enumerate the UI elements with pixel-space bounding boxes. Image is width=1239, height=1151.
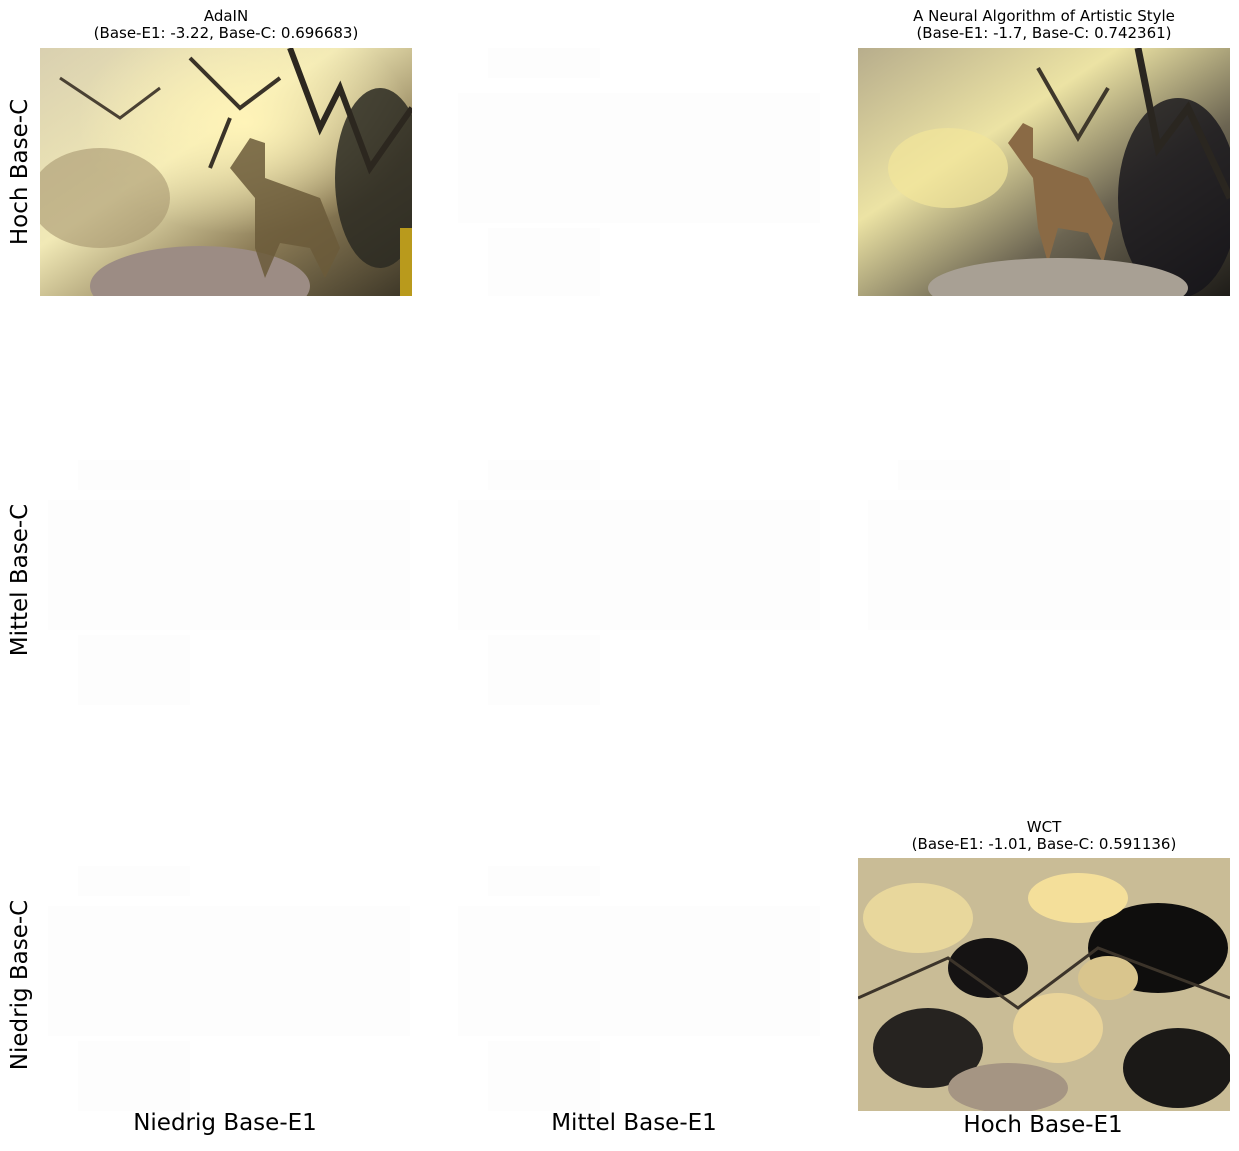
col-label-niedrig-base-e1: Niedrig Base-E1 — [133, 1110, 317, 1136]
row-label-hoch-base-c: Hoch Base-C — [7, 98, 33, 246]
stylized-image-wct — [858, 858, 1230, 1111]
panel-title-adain: AdaIN (Base-E1: -3.22, Base-C: 0.696683) — [94, 8, 359, 42]
stylized-image-adain — [40, 48, 412, 296]
blank-panel-niedrig-c-niedrig-e1 — [48, 866, 410, 1111]
blank-panel-graphic — [48, 866, 410, 1111]
blank-panel-niedrig-c-mittel-e1 — [458, 866, 820, 1111]
panel-title-neural-algorithm: A Neural Algorithm of Artistic Style (Ba… — [913, 8, 1175, 42]
panel-title-adain-name: AdaIN — [203, 7, 249, 25]
panel-title-adain-scores: (Base-E1: -3.22, Base-C: 0.696683) — [93, 24, 359, 42]
panel-title-wct-scores: (Base-E1: -1.01, Base-C: 0.591136) — [911, 835, 1177, 853]
panel-title-neural-algorithm-scores: (Base-E1: -1.7, Base-C: 0.742361) — [916, 24, 1172, 42]
blank-panel-hoch-c-mittel-e1 — [458, 48, 820, 296]
panel-title-wct: WCT (Base-E1: -1.01, Base-C: 0.591136) — [912, 819, 1177, 853]
panel-title-neural-algorithm-name: A Neural Algorithm of Artistic Style — [913, 7, 1175, 25]
stylized-image-neural-algorithm — [858, 48, 1230, 296]
panel-title-wct-name: WCT — [1026, 818, 1062, 836]
blank-panel-mittel-c-mittel-e1 — [458, 460, 820, 705]
stylized-deer-painting-neural-algorithm — [858, 48, 1230, 296]
blank-panel-graphic — [458, 48, 820, 296]
col-label-hoch-base-e1: Hoch Base-E1 — [963, 1112, 1123, 1138]
blank-panel-mittel-c-niedrig-e1 — [48, 460, 410, 705]
blank-panel-graphic — [458, 460, 820, 705]
blank-panel-graphic — [48, 460, 410, 705]
row-label-mittel-base-c: Mittel Base-C — [7, 503, 33, 657]
stylized-deer-painting-wct — [858, 858, 1230, 1111]
stylized-deer-painting-adain — [40, 48, 412, 296]
row-label-niedrig-base-c: Niedrig Base-C — [7, 899, 33, 1071]
col-label-mittel-base-e1: Mittel Base-E1 — [551, 1110, 717, 1136]
blank-panel-mittel-c-hoch-e1 — [868, 460, 1230, 705]
blank-panel-graphic — [458, 866, 820, 1111]
blank-panel-graphic — [868, 460, 1230, 630]
